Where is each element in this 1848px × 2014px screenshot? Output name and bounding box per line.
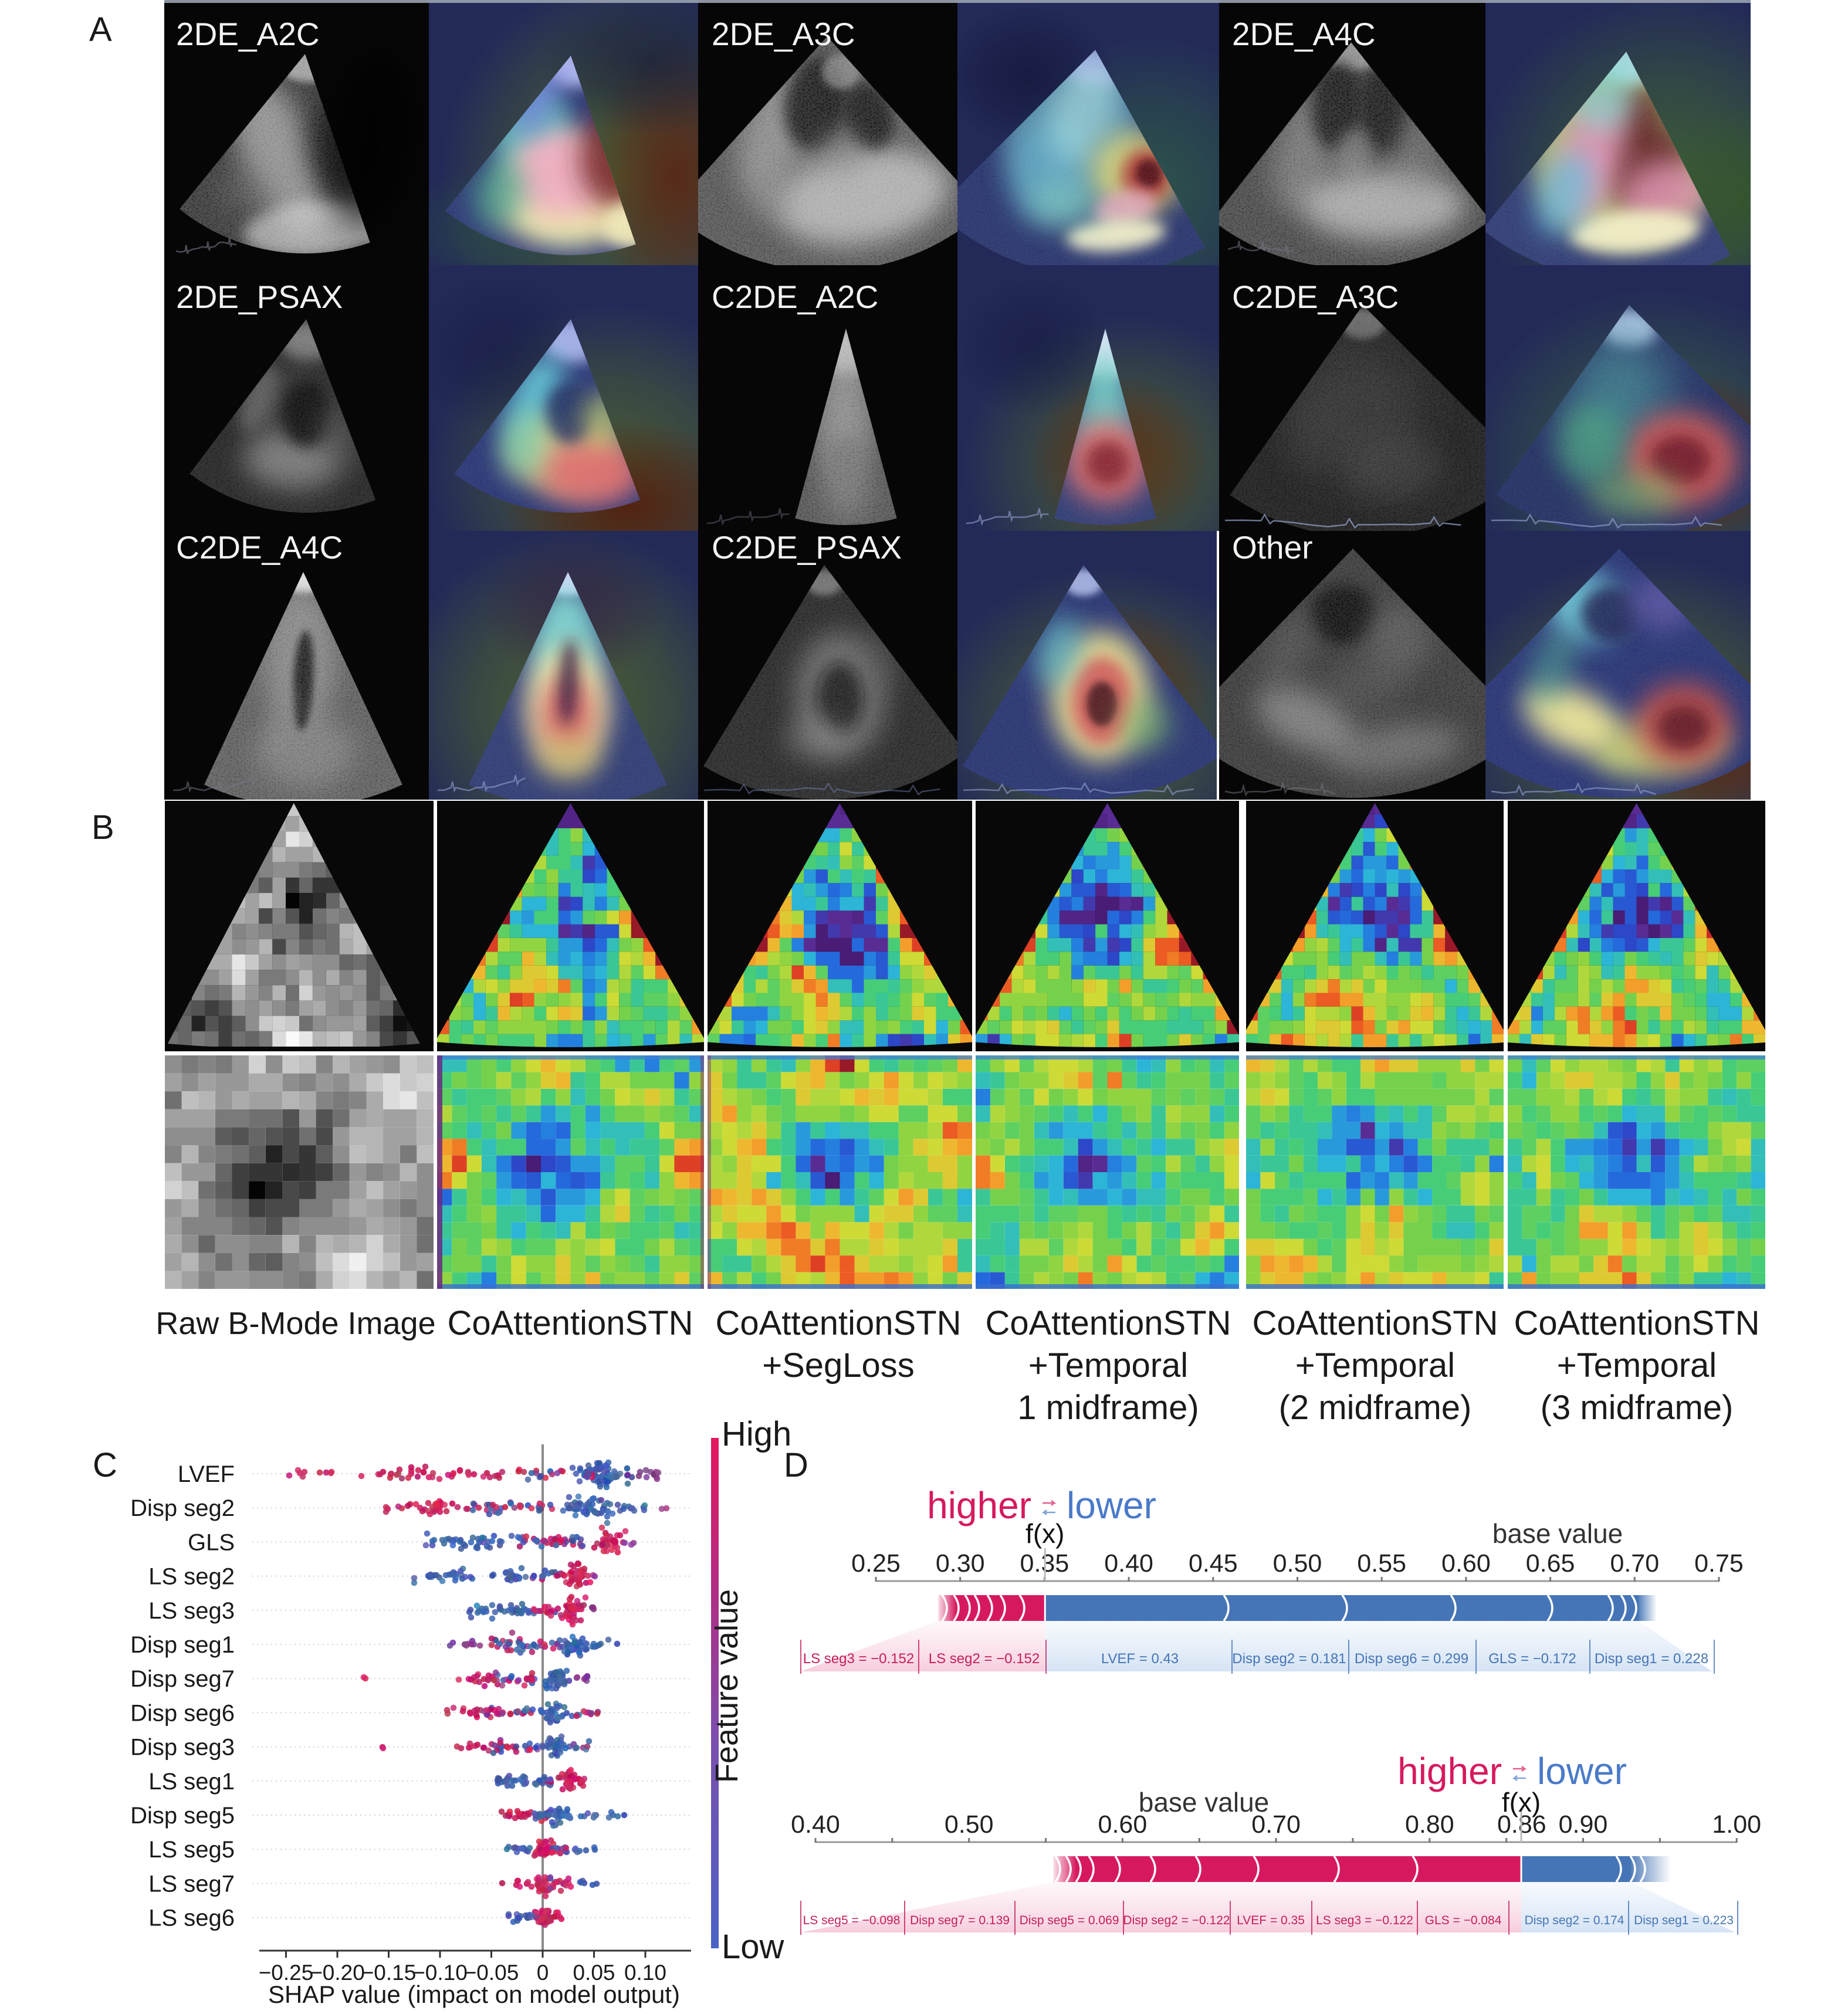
- svg-text:Disp seg3: Disp seg3: [130, 1735, 235, 1761]
- svg-text:Low: Low: [722, 1928, 785, 1966]
- svg-text:0.55: 0.55: [1357, 1549, 1406, 1578]
- svg-text:Disp seg5 = 0.069: Disp seg5 = 0.069: [1020, 1914, 1119, 1927]
- svg-text:LVEF = 0.35: LVEF = 0.35: [1237, 1914, 1305, 1927]
- svg-text:−0.15: −0.15: [361, 1961, 417, 1985]
- svg-text:GLS: GLS: [188, 1529, 235, 1555]
- svg-text:base value: base value: [1492, 1518, 1623, 1549]
- svg-text:Disp seg2 = 0.174: Disp seg2 = 0.174: [1525, 1914, 1624, 1927]
- svg-text:LS seg7: LS seg7: [148, 1871, 235, 1897]
- svg-text:0.60: 0.60: [1098, 1810, 1148, 1839]
- svg-text:Disp seg1: Disp seg1: [130, 1632, 235, 1658]
- svg-text:LS seg2 = −0.152: LS seg2 = −0.152: [929, 1651, 1040, 1667]
- svg-text:base value: base value: [1139, 1787, 1270, 1817]
- svg-text:GLS = −0.172: GLS = −0.172: [1488, 1651, 1576, 1667]
- svg-text:0.65: 0.65: [1526, 1549, 1575, 1578]
- svg-text:Disp seg6 = 0.299: Disp seg6 = 0.299: [1355, 1651, 1468, 1667]
- svg-text:0.60: 0.60: [1441, 1549, 1491, 1578]
- svg-text:−0.20: −0.20: [310, 1961, 365, 1985]
- svg-text:0.10: 0.10: [624, 1961, 666, 1985]
- svg-text:LS seg5 = −0.098: LS seg5 = −0.098: [803, 1914, 901, 1927]
- svg-text:LS seg2: LS seg2: [148, 1564, 235, 1590]
- svg-text:Disp seg6: Disp seg6: [130, 1700, 235, 1726]
- svg-text:0.50: 0.50: [1273, 1549, 1322, 1578]
- svg-text:SHAP value (impact on model ou: SHAP value (impact on model output): [268, 1981, 680, 2008]
- svg-text:GLS = −0.084: GLS = −0.084: [1425, 1914, 1502, 1927]
- svg-text:0.25: 0.25: [851, 1549, 901, 1578]
- svg-text:0.70: 0.70: [1610, 1549, 1659, 1578]
- svg-text:f(x): f(x): [1502, 1787, 1541, 1817]
- svg-text:Disp seg5: Disp seg5: [130, 1803, 235, 1829]
- svg-text:−0.25: −0.25: [259, 1961, 314, 1985]
- svg-text:LVEF = 0.43: LVEF = 0.43: [1101, 1651, 1179, 1667]
- svg-text:LS seg3 = −0.122: LS seg3 = −0.122: [1316, 1914, 1413, 1927]
- svg-text:lower: lower: [1067, 1484, 1156, 1526]
- svg-text:higher: higher: [1397, 1750, 1502, 1792]
- svg-text:Disp seg7 = 0.139: Disp seg7 = 0.139: [910, 1914, 1010, 1927]
- svg-text:Disp seg7: Disp seg7: [130, 1666, 235, 1692]
- svg-text:higher: higher: [927, 1484, 1031, 1526]
- svg-text:0.40: 0.40: [791, 1810, 840, 1839]
- svg-text:LS seg3: LS seg3: [148, 1598, 235, 1624]
- svg-text:0.75: 0.75: [1694, 1549, 1744, 1578]
- svg-text:0.90: 0.90: [1559, 1810, 1608, 1839]
- svg-text:Disp seg1 = 0.228: Disp seg1 = 0.228: [1595, 1651, 1708, 1667]
- svg-text:LS seg3 = −0.152: LS seg3 = −0.152: [803, 1651, 915, 1667]
- svg-text:LVEF: LVEF: [178, 1461, 235, 1487]
- svg-text:lower: lower: [1537, 1750, 1627, 1792]
- svg-text:0.50: 0.50: [945, 1810, 994, 1839]
- svg-text:0.70: 0.70: [1251, 1810, 1301, 1839]
- svg-text:0.40: 0.40: [1104, 1549, 1153, 1578]
- svg-text:Disp seg1 = 0.223: Disp seg1 = 0.223: [1634, 1914, 1734, 1927]
- svg-text:f(x): f(x): [1025, 1518, 1064, 1549]
- svg-text:−0.05: −0.05: [464, 1961, 519, 1985]
- svg-text:Disp seg2 = −0.122: Disp seg2 = −0.122: [1123, 1914, 1230, 1927]
- svg-text:High: High: [722, 1415, 791, 1453]
- svg-text:1.00: 1.00: [1712, 1810, 1761, 1839]
- svg-text:Disp seg2: Disp seg2: [130, 1495, 235, 1521]
- svg-text:Disp seg2 = 0.181: Disp seg2 = 0.181: [1232, 1651, 1346, 1667]
- svg-text:0.30: 0.30: [936, 1549, 985, 1578]
- svg-text:0: 0: [537, 1961, 549, 1985]
- svg-text:LS seg1: LS seg1: [148, 1769, 235, 1795]
- svg-text:0.45: 0.45: [1189, 1549, 1238, 1578]
- svg-text:LS seg6: LS seg6: [148, 1905, 235, 1931]
- svg-text:Feature value: Feature value: [709, 1589, 744, 1783]
- svg-text:LS seg5: LS seg5: [148, 1837, 235, 1863]
- svg-text:0.05: 0.05: [573, 1961, 615, 1985]
- svg-text:0.80: 0.80: [1405, 1810, 1454, 1839]
- svg-text:−0.10: −0.10: [412, 1961, 468, 1985]
